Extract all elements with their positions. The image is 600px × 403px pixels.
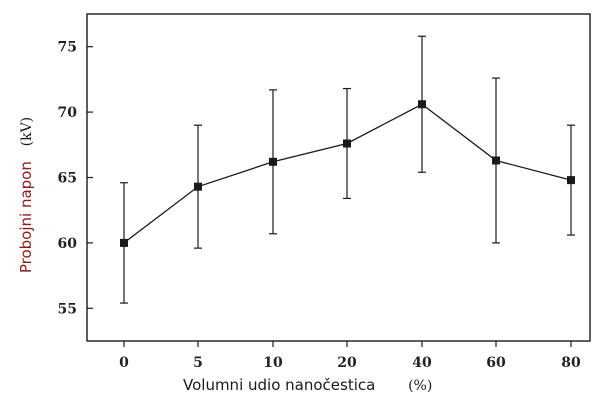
- data-point: [492, 156, 500, 165]
- y-tick-label: 70: [58, 105, 78, 121]
- data-point: [269, 157, 277, 166]
- x-tick-label: 0: [119, 355, 129, 371]
- x-tick-label: 60: [486, 355, 506, 371]
- y-axis-label: Probojni napon (kV): [17, 117, 35, 273]
- y-axis: 55 60 65 70 75: [58, 40, 93, 317]
- data-point: [194, 182, 202, 191]
- error-bars: [120, 35, 575, 304]
- data-point: [567, 176, 575, 185]
- x-tick-label: 80: [561, 355, 581, 371]
- x-tick-label: 10: [263, 355, 283, 371]
- y-tick-label: 75: [58, 40, 77, 56]
- data-point: [343, 139, 351, 148]
- y-tick-label: 60: [58, 236, 78, 252]
- plot-border: [86, 13, 591, 342]
- data-markers: [120, 100, 575, 247]
- data-point: [418, 100, 426, 109]
- plot-frame: [86, 13, 591, 342]
- data-point: [120, 238, 128, 247]
- x-axis-label: Volumni udio nanočestica (%): [183, 376, 432, 394]
- x-axis: 0 5 10 20 40 60 80: [119, 341, 581, 371]
- x-tick-label: 5: [193, 355, 203, 371]
- x-axis-unit: (%): [408, 378, 432, 394]
- y-axis-unit: (kV): [19, 117, 35, 147]
- x-axis-label-text: Volumni udio nanočestica: [183, 376, 375, 394]
- y-axis-label-text: Probojni napon: [17, 161, 35, 273]
- y-tick-label: 65: [58, 171, 77, 187]
- x-tick-label: 20: [337, 355, 357, 371]
- y-tick-label: 55: [58, 301, 77, 317]
- x-tick-label: 40: [412, 355, 432, 371]
